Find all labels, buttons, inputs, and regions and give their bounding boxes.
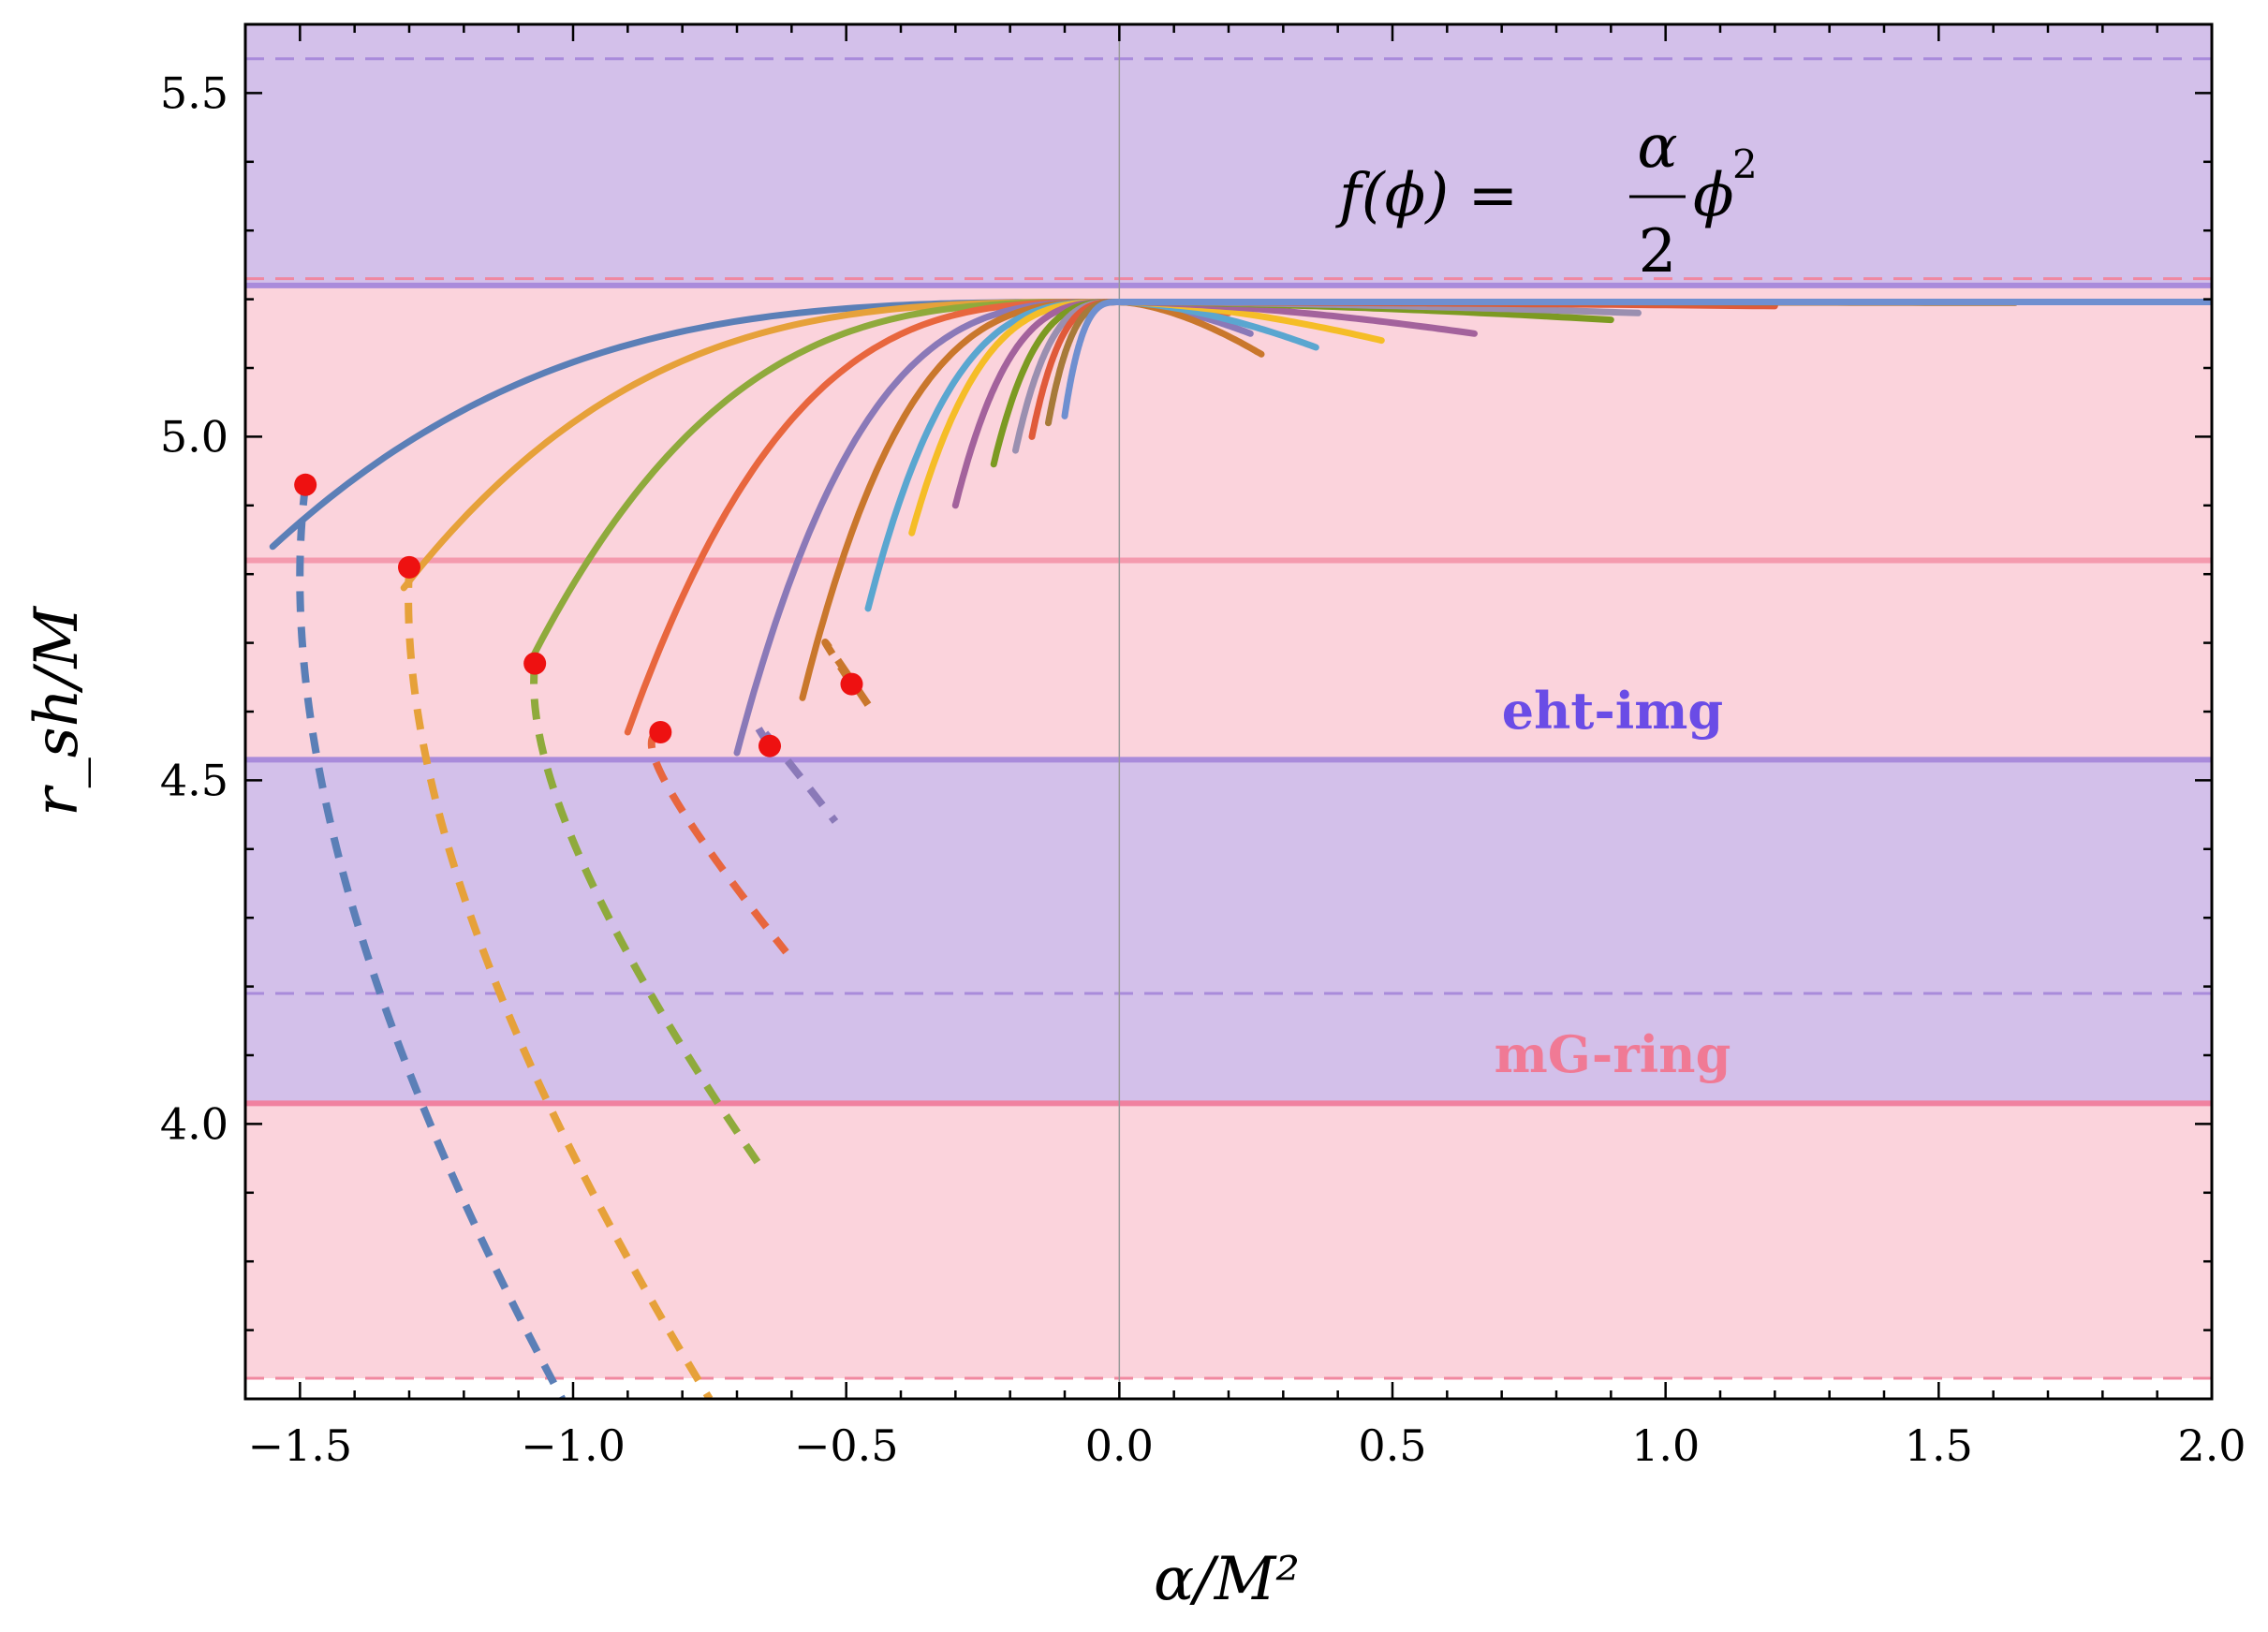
x-tick-label: 1.5 [1905,1420,1973,1471]
marker-c6 [840,672,863,696]
y-tick-label: 4.5 [160,755,228,805]
x-tick-label: 2.0 [2177,1420,2246,1471]
y-tick-label: 4.0 [160,1098,228,1149]
tick-labels: −1.5 −1.0 −0.5 0.0 0.5 1.0 1.5 2.0 4.0 4.5 5.0 5.5 [160,67,2246,1471]
axis-ticks [243,22,2214,1401]
svg-text:α/M²: α/M² [1154,1545,1300,1614]
mg-ring-label: mG-ring [1495,1024,1731,1084]
y-tick-label: 5.0 [160,411,228,462]
x-tick-label: −0.5 [794,1420,899,1471]
series-c1-unstable [296,484,566,1399]
band-2 [245,24,2212,286]
formula-phi: ϕ [1693,161,1734,230]
marker-c2 [398,555,420,579]
band-1 [245,759,2212,1104]
formula-numerator: α [1637,112,1677,182]
x-tick-label: 0.5 [1358,1420,1426,1471]
x-tick-label: 0.0 [1085,1420,1154,1471]
series-c2-unstable [405,566,714,1399]
series-c14 [1061,299,2212,419]
marker-c1 [294,473,317,496]
transition-markers [294,473,863,757]
x-axis-label: α/M² [1154,1545,1300,1614]
svg-text:r_sh/M: r_sh/M [22,606,92,816]
reference-lines [245,57,2212,1380]
formula-annotation: f(ϕ) = α 2 ϕ 2 [1335,112,1758,287]
formula-exponent: 2 [1732,141,1758,187]
formula-lhs: f(ϕ) = [1335,161,1518,230]
y-tick-label: 5.5 [160,67,228,118]
marker-c4 [649,721,672,744]
series-c3-unstable [530,663,768,1175]
x-tick-label: −1.0 [521,1420,626,1471]
marker-c5 [758,734,781,757]
x-tick-label: −1.5 [247,1420,352,1471]
formula-denominator: 2 [1639,217,1677,287]
confidence-bands [245,24,2212,1378]
x-tick-label: 1.0 [1631,1420,1700,1471]
eht-img-label: eht-img [1502,681,1723,741]
marker-c3 [523,652,547,675]
series-curves [269,299,2212,1399]
y-axis-label: r_sh/M [22,606,92,816]
series-c5-unstable [753,721,839,824]
